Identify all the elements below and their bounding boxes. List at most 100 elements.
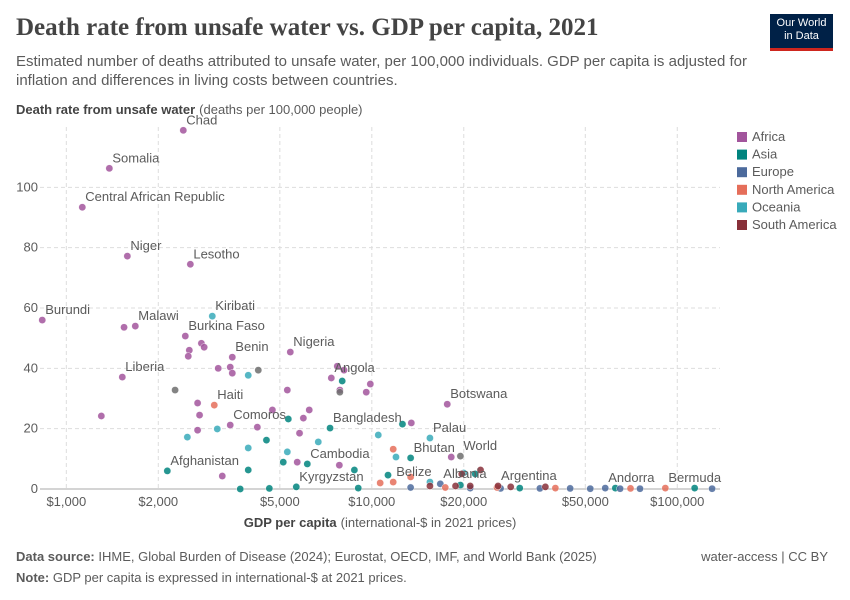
point [262,436,271,444]
point [244,444,253,452]
legend-swatch [737,184,747,195]
x-tick-label: $50,000 [562,494,609,509]
point [179,126,188,135]
x-axis-label-bold: GDP per capita [244,515,338,530]
y-axis-label: Death rate from unsafe water (deaths per … [16,102,363,117]
point [195,411,204,419]
y-axis-label-rest: (deaths per 100,000 people) [199,102,362,117]
point [123,252,132,260]
legend-label: Africa [752,129,786,144]
y-tick-label: 0 [31,481,38,496]
point-label: Somalia [112,150,160,165]
x-tick-label: $5,000 [260,494,300,509]
point [457,470,466,478]
point [389,445,397,453]
point [494,482,502,490]
legend-label: Asia [752,147,778,162]
point [303,460,312,468]
point-label: Chad [186,112,217,127]
point [586,484,595,493]
point-label: Kiribati [215,298,255,313]
point [541,483,550,491]
point-label: Belize [396,464,431,479]
point-label: Bhutan [414,440,455,455]
y-tick-label: 60 [24,300,38,315]
point [293,458,302,466]
point-label: Angola [334,360,375,375]
point [616,484,624,493]
point [551,484,560,492]
point-label: Argentina [501,468,557,483]
logo[interactable]: Our World in Data [770,14,833,51]
point [193,399,202,407]
legend-swatch [737,167,747,178]
legend-label: North America [752,182,835,197]
note-text: GDP per capita is expressed in internati… [52,570,407,585]
point-label: Burkina Faso [188,318,265,333]
point [244,466,253,474]
point [366,380,375,388]
point [708,484,716,493]
point [265,484,274,493]
point-label: Haiti [217,387,243,402]
point [228,353,237,361]
point [384,471,392,479]
point-label: Palau [433,420,466,435]
point-label: World [463,438,497,453]
source-text: IHME, Global Burden of Disease (2024); E… [98,549,597,564]
point [466,482,475,490]
point [389,478,397,486]
point [441,483,450,492]
point [118,373,127,381]
point-label: Nigeria [293,334,335,349]
credit[interactable]: water-access | CC BY [701,549,828,564]
point [362,388,371,396]
point [426,482,434,490]
logo-line: in Data [784,30,819,42]
point-label: Burundi [45,302,90,317]
point [447,453,456,461]
point [292,483,301,491]
point [515,484,524,492]
point [661,484,670,492]
point [284,415,293,423]
point [253,423,262,431]
point [283,448,292,456]
y-tick-label: 40 [24,360,38,375]
point-label: Lesotho [193,246,239,261]
point [299,414,308,422]
point [443,400,452,409]
x-tick-label: $100,000 [650,494,704,509]
x-axis-label-rest: (international-$ in 2021 prices) [341,515,517,530]
point [398,420,407,428]
source-label: Data source: [16,549,95,564]
point [471,470,479,478]
point [476,466,485,474]
point [336,388,344,396]
point [193,426,202,434]
legend-swatch [737,220,747,230]
legend-swatch [737,132,747,142]
point [354,484,363,492]
point [120,323,128,332]
point [305,406,314,414]
point [566,484,574,493]
point [406,454,415,462]
point [214,364,223,373]
point [456,452,465,460]
point-label: Niger [130,238,162,253]
point [406,483,415,492]
point-label: Kyrgyzstan [299,469,363,484]
point [451,482,460,490]
point [200,343,208,352]
point [376,479,384,487]
point [228,369,237,377]
source: Data source: IHME, Global Burden of Dise… [16,549,597,564]
point [254,366,263,374]
y-tick-label: 20 [24,421,38,436]
point [333,362,342,371]
point [506,483,515,491]
point [283,386,292,394]
point-label: Central African Republic [85,189,225,204]
